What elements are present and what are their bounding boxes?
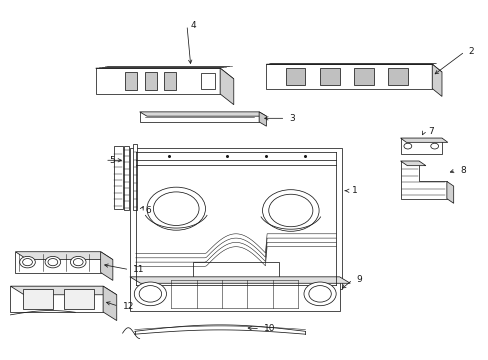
Polygon shape (140, 112, 266, 116)
Polygon shape (140, 112, 259, 122)
Circle shape (134, 282, 166, 306)
Polygon shape (320, 68, 339, 85)
Polygon shape (387, 68, 407, 85)
Circle shape (70, 256, 86, 268)
Polygon shape (114, 146, 122, 209)
Polygon shape (22, 289, 53, 309)
Polygon shape (353, 68, 373, 85)
Text: 11: 11 (133, 265, 144, 274)
Polygon shape (101, 252, 113, 280)
Polygon shape (400, 138, 441, 154)
Polygon shape (266, 64, 431, 89)
Polygon shape (446, 181, 453, 203)
Text: 3: 3 (289, 114, 294, 123)
Polygon shape (103, 286, 117, 320)
Polygon shape (220, 68, 233, 105)
Polygon shape (96, 68, 233, 79)
Circle shape (20, 256, 35, 268)
Circle shape (262, 190, 319, 231)
Text: 9: 9 (356, 275, 362, 284)
Text: 12: 12 (122, 302, 134, 311)
Text: 6: 6 (145, 206, 150, 215)
Text: 8: 8 (459, 166, 465, 175)
Polygon shape (123, 146, 129, 211)
Polygon shape (96, 68, 220, 94)
Polygon shape (400, 161, 425, 166)
Polygon shape (266, 64, 441, 72)
Polygon shape (259, 112, 266, 126)
Polygon shape (130, 277, 339, 311)
Polygon shape (163, 72, 176, 90)
Polygon shape (133, 144, 137, 211)
Polygon shape (400, 161, 446, 199)
Circle shape (45, 256, 61, 268)
Polygon shape (400, 138, 447, 142)
Text: 5: 5 (109, 156, 115, 165)
Polygon shape (144, 72, 157, 90)
Circle shape (147, 187, 205, 230)
Polygon shape (125, 72, 137, 90)
Polygon shape (431, 64, 441, 96)
Polygon shape (15, 252, 101, 273)
Text: 4: 4 (190, 21, 196, 30)
Text: 2: 2 (468, 47, 473, 56)
Polygon shape (285, 68, 305, 85)
Polygon shape (10, 286, 103, 312)
Text: 7: 7 (427, 127, 433, 136)
Polygon shape (130, 277, 349, 283)
Polygon shape (193, 262, 278, 277)
Circle shape (304, 282, 335, 306)
Polygon shape (130, 148, 341, 289)
Text: 1: 1 (351, 186, 357, 195)
Polygon shape (15, 252, 113, 260)
Polygon shape (64, 289, 94, 309)
Polygon shape (10, 286, 117, 295)
Polygon shape (200, 73, 215, 89)
Text: 10: 10 (264, 324, 275, 333)
